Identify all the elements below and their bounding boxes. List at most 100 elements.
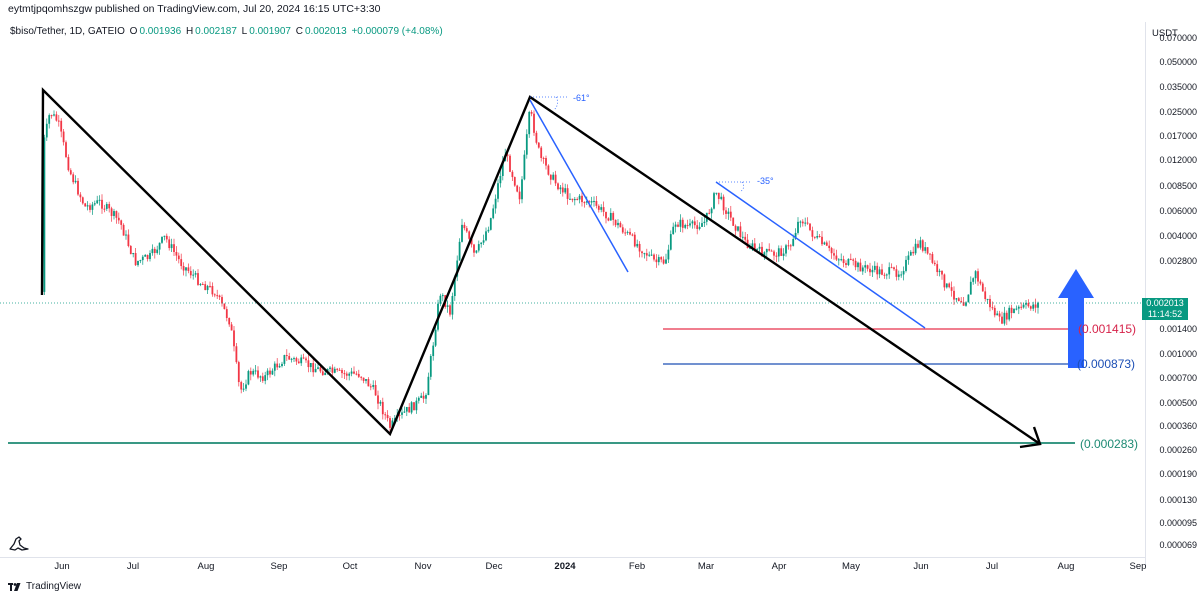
candle-body: [528, 111, 531, 135]
dino-icon[interactable]: [8, 534, 30, 552]
time-tick: 2024: [554, 561, 576, 572]
candle-body: [657, 257, 660, 263]
candle-body: [81, 197, 84, 204]
price-scale[interactable]: 0.070000 0.050000 0.035000 0.025000 0.017000…: [1145, 22, 1200, 567]
candle-body: [50, 115, 53, 117]
candle-body: [110, 208, 113, 216]
candle-body: [425, 395, 427, 399]
candle-body: [624, 232, 627, 234]
low-value: 0.001907: [249, 26, 291, 37]
candle-body: [775, 255, 778, 257]
candle-body: [345, 373, 348, 376]
candle-body: [593, 200, 595, 202]
price-tick: 0.000360: [1159, 421, 1197, 431]
candle-body: [45, 123, 48, 138]
time-tick: May: [842, 561, 860, 572]
candle-body: [717, 192, 720, 199]
candle-body: [876, 265, 879, 275]
candle-body: [662, 259, 665, 264]
candle-body: [972, 278, 975, 282]
candle-body: [185, 267, 187, 271]
level-label-red: (0.001415): [1078, 322, 1137, 336]
price-tick: 0.008500: [1159, 181, 1197, 191]
candle-body: [93, 203, 96, 205]
candle-body: [835, 255, 838, 260]
candle-body: [756, 248, 759, 250]
low-label: L: [241, 26, 248, 37]
blue-trend-line-1[interactable]: [529, 99, 629, 273]
currency-label[interactable]: USDT: [1152, 28, 1178, 39]
price-chart[interactable]: [0, 22, 1145, 567]
trend-arrowhead: [1019, 426, 1042, 449]
symbol-name[interactable]: $biso/Tether, 1D, GATEIO: [10, 26, 125, 37]
candle-body: [854, 260, 857, 268]
candle-body: [199, 284, 202, 286]
candle-body: [163, 235, 166, 237]
time-scale[interactable]: Jun Jul Aug Sep Oct Nov Dec 2024 Feb Mar Apr May Jun…: [0, 557, 1146, 579]
candle-body: [333, 368, 336, 373]
candle-body: [360, 376, 363, 378]
symbol-legend[interactable]: $biso/Tether, 1D, GATEIO O 0.001936 H 0.00…: [10, 26, 445, 37]
candle-body: [1008, 307, 1011, 320]
candle-body: [869, 268, 871, 273]
trend-lines[interactable]: [40, 87, 1041, 445]
candle-body: [463, 224, 466, 229]
candle-body: [312, 362, 315, 373]
candle-body: [518, 191, 521, 200]
blue-trend-line-2[interactable]: [715, 181, 926, 329]
candle-body: [211, 285, 214, 295]
candle-body: [979, 281, 982, 284]
candle-body: [969, 281, 972, 295]
candle-body: [403, 411, 406, 413]
chart-pane[interactable]: [0, 22, 1145, 567]
candle-body: [72, 174, 75, 183]
candle-body: [679, 219, 682, 227]
candle-body: [777, 248, 780, 257]
candle-body: [69, 170, 72, 175]
candle-body: [295, 358, 298, 362]
candle-body: [153, 248, 156, 253]
candle-body: [900, 274, 903, 276]
candle-body: [410, 402, 413, 413]
time-tick: Oct: [342, 561, 358, 572]
candle-body: [439, 295, 442, 304]
up-arrow[interactable]: [1058, 269, 1094, 368]
candle-body: [780, 248, 783, 256]
candle-body: [451, 296, 454, 315]
candle-body: [492, 208, 495, 219]
candle-body: [696, 225, 699, 229]
candle-body: [103, 208, 106, 210]
candle-body: [749, 247, 751, 249]
price-tick: 0.000130: [1159, 495, 1197, 505]
candle-body: [309, 362, 312, 368]
candle-body: [141, 256, 144, 261]
candle-body: [792, 239, 795, 246]
candle-body: [809, 223, 811, 231]
candle-body: [389, 418, 391, 428]
candles: [41, 110, 1039, 432]
candle-body: [206, 285, 209, 291]
candle-body: [936, 264, 939, 273]
candle-body: [559, 187, 562, 190]
tradingview-logo[interactable]: TradingView: [8, 581, 81, 592]
candle-body: [249, 371, 252, 375]
candle-body: [636, 243, 639, 247]
candle-body: [861, 267, 864, 272]
candle-body: [197, 273, 199, 285]
time-tick: Nov: [414, 561, 432, 572]
candle-body: [828, 245, 831, 249]
candle-body: [909, 251, 912, 256]
price-tick: 0.000095: [1159, 518, 1197, 528]
candle-body: [165, 235, 168, 240]
candle-body: [432, 345, 435, 357]
price-tick: 0.035000: [1159, 82, 1197, 92]
candle-body: [113, 211, 115, 216]
candle-body: [763, 252, 766, 257]
candle-body: [535, 132, 538, 143]
candle-body: [633, 234, 636, 247]
candle-body: [489, 218, 492, 230]
candle-body: [806, 222, 809, 224]
time-tick: Jun: [913, 561, 929, 572]
candle-body: [456, 260, 459, 277]
candle-body: [139, 260, 142, 262]
